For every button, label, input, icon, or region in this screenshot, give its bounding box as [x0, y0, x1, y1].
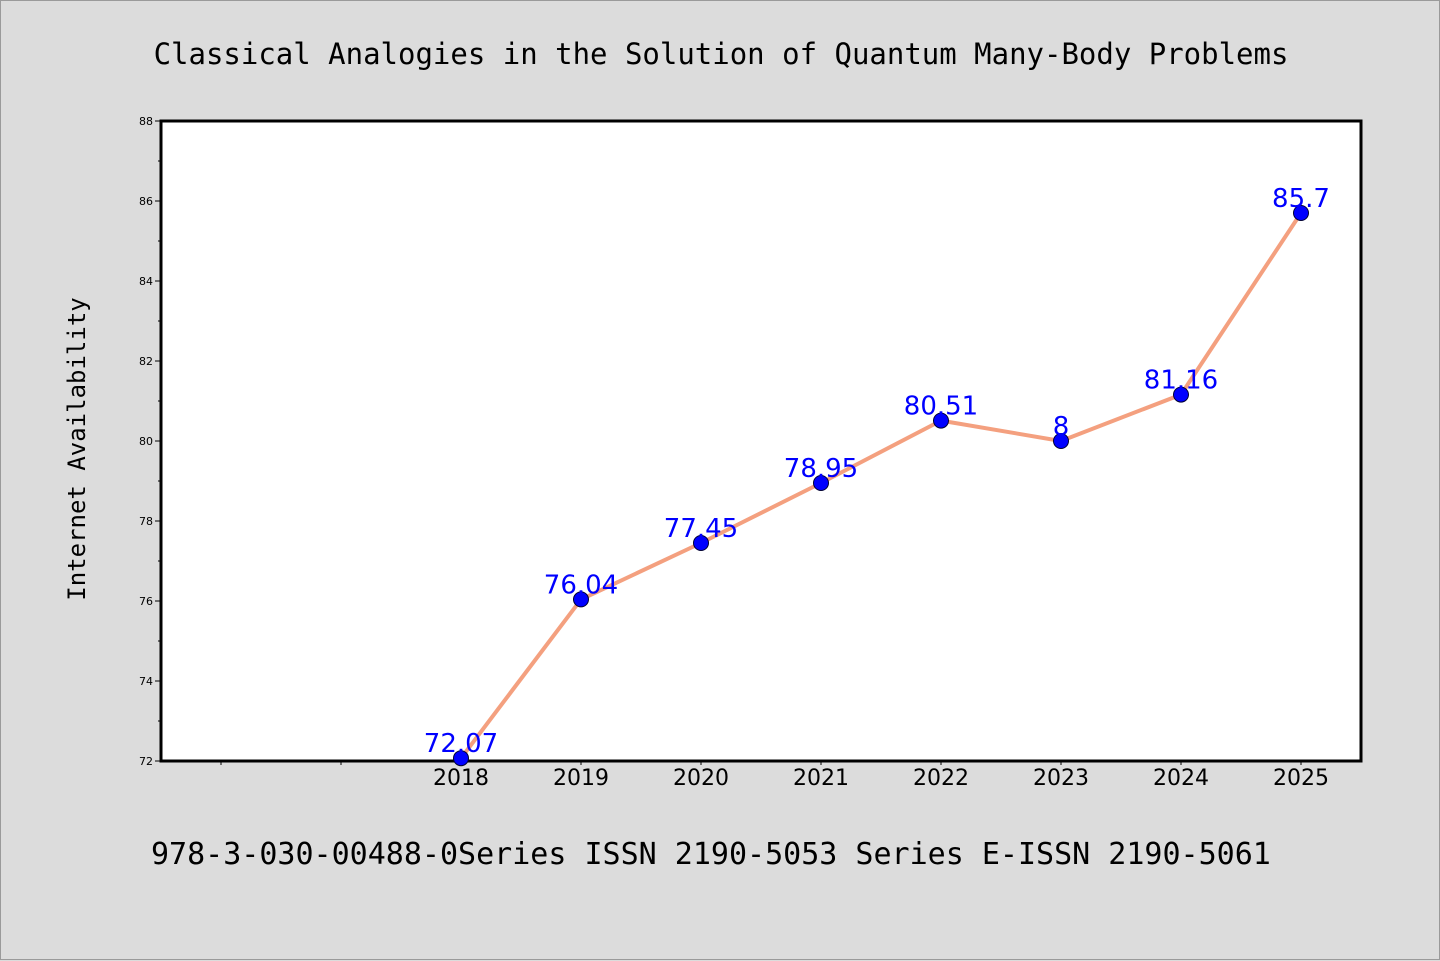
- y-axis-ticks: 72 74 76 78 80 82 84 86 88: [139, 115, 161, 768]
- y-tick-label: 74: [139, 675, 153, 688]
- y-tick-label: 80: [139, 435, 153, 448]
- y-axis-label: Internet Availability: [63, 297, 91, 600]
- y-tick-label: 82: [139, 355, 153, 368]
- data-label: 80.51: [904, 392, 978, 422]
- data-point-marker: [933, 412, 949, 429]
- x-tick-label: 2019: [553, 766, 609, 791]
- data-label: 78.95: [784, 454, 858, 484]
- data-label: 76.04: [544, 570, 618, 600]
- data-label: 77.45: [664, 514, 738, 544]
- y-tick-label: 78: [139, 515, 153, 528]
- x-tick-label: 2022: [913, 766, 969, 791]
- data-label: 72.07: [424, 729, 498, 759]
- y-tick-label: 86: [139, 195, 153, 208]
- plot-area: [159, 119, 1363, 763]
- data-point-marker: [573, 591, 589, 608]
- x-tick-label: 2025: [1273, 766, 1329, 791]
- chart-title: Classical Analogies in the Solution of Q…: [154, 37, 1289, 71]
- data-point-marker: [453, 750, 469, 767]
- x-tick-label: 2020: [673, 766, 729, 791]
- data-label: 8: [1053, 412, 1070, 442]
- footer-isbn-issn: 978-3-030-00488-0Series ISSN 2190-5053 S…: [151, 837, 1271, 872]
- data-markers: [453, 205, 1309, 767]
- data-point-marker: [1293, 205, 1309, 221]
- x-axis-ticks: 2018 2019 2020 2021 2022 2023 2024 2025: [220, 761, 1329, 791]
- x-tick-label: 2024: [1153, 766, 1209, 791]
- data-point-marker: [813, 475, 829, 491]
- x-tick-label: 2023: [1033, 766, 1089, 791]
- y-tick-label: 84: [139, 275, 153, 288]
- data-label: 85.7: [1272, 184, 1330, 214]
- y-tick-label: 72: [139, 755, 153, 768]
- x-tick-label: 2021: [793, 766, 849, 791]
- data-point-marker: [1173, 386, 1189, 403]
- y-tick-label: 88: [139, 115, 153, 128]
- series-line: [459, 211, 1303, 760]
- data-label: 81.16: [1144, 366, 1218, 396]
- x-tick-label: 2018: [433, 766, 489, 791]
- data-point-marker: [693, 535, 709, 551]
- data-labels: 72.07 76.04 77.45 78.95 80.51 8 81.16 85.7: [424, 184, 1330, 759]
- y-tick-label: 76: [139, 595, 153, 608]
- data-point-marker: [1053, 433, 1069, 449]
